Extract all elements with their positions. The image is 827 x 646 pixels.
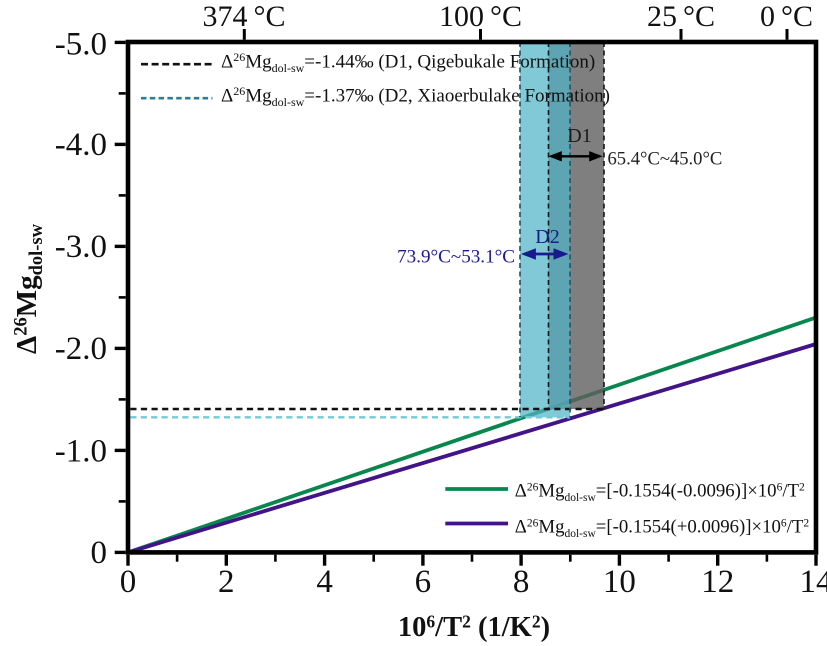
svg-text:65.4°C~45.0°C: 65.4°C~45.0°C: [608, 149, 723, 170]
svg-text:374 °C: 374 °C: [202, 0, 285, 33]
svg-text:12: 12: [701, 564, 734, 600]
svg-text:2: 2: [218, 564, 235, 600]
svg-text:25 °C: 25 °C: [647, 0, 715, 33]
svg-text:Δ26Mgdol-sw=-1.37‰ (D2, Xiaoer: Δ26Mgdol-sw=-1.37‰ (D2, Xiaoerbulake For…: [221, 84, 610, 109]
svg-text:106/T2 (1/K2): 106/T2 (1/K2): [398, 611, 550, 643]
svg-text:D1: D1: [567, 125, 591, 147]
svg-text:0: 0: [91, 535, 108, 571]
svg-text:14: 14: [800, 564, 827, 600]
svg-text:Δ26Mgdol-sw=-1.44‰ (D1, Qigebu: Δ26Mgdol-sw=-1.44‰ (D1, Qigebukale Forma…: [221, 50, 595, 75]
svg-text:-2.0: -2.0: [55, 331, 107, 367]
svg-text:73.9°C~53.1°C: 73.9°C~53.1°C: [397, 247, 515, 268]
svg-text:100 °C: 100 °C: [439, 0, 522, 33]
svg-text:-5.0: -5.0: [55, 26, 107, 62]
svg-text:-3.0: -3.0: [55, 229, 107, 265]
svg-text:8: 8: [513, 564, 530, 600]
svg-text:0 °C: 0 °C: [760, 0, 813, 33]
svg-text:Δ26Mgdol-sw=[-0.1554(+0.0096)]: Δ26Mgdol-sw=[-0.1554(+0.0096)]×106/T2: [515, 517, 810, 540]
svg-text:10: 10: [603, 564, 636, 600]
svg-text:4: 4: [316, 564, 333, 600]
svg-text:Δ26Mgdol-sw=[-0.1554(-0.0096)]: Δ26Mgdol-sw=[-0.1554(-0.0096)]×106/T2: [515, 480, 805, 503]
svg-text:6: 6: [415, 564, 432, 600]
svg-text:-4.0: -4.0: [55, 127, 107, 163]
svg-text:D2: D2: [535, 226, 559, 248]
svg-text:-1.0: -1.0: [55, 434, 107, 470]
svg-text:0: 0: [120, 564, 137, 600]
